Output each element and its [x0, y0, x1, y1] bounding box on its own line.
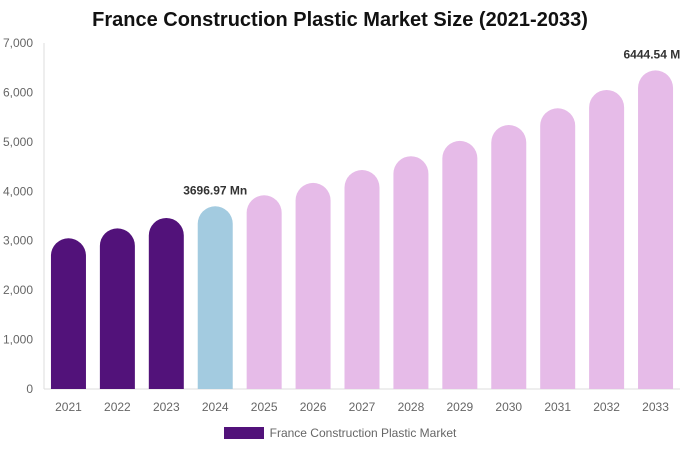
legend-swatch	[223, 427, 264, 439]
x-tick-label: 2027	[349, 400, 376, 414]
bar-2028	[393, 156, 429, 389]
x-tick-label: 2024	[202, 400, 229, 414]
y-tick-label: 2,000	[3, 283, 33, 297]
x-tick-label: 2021	[55, 400, 82, 414]
x-tick-label: 2025	[251, 400, 278, 414]
bar-2025	[246, 195, 282, 389]
bar-2033	[638, 70, 674, 389]
bar-2024	[197, 206, 233, 389]
x-tick-label: 2031	[544, 400, 571, 414]
x-tick-label: 2023	[153, 400, 180, 414]
x-tick-label: 2032	[593, 400, 620, 414]
bar-2023	[148, 217, 184, 389]
y-tick-label: 7,000	[3, 36, 33, 50]
y-tick-label: 0	[26, 382, 33, 396]
bar-2031	[540, 108, 576, 389]
bar-2027	[344, 170, 380, 389]
y-tick-label: 1,000	[3, 333, 33, 347]
legend-label: France Construction Plastic Market	[269, 426, 457, 440]
bar-2030	[491, 125, 527, 390]
bar-2029	[442, 140, 478, 389]
x-tick-label: 2022	[104, 400, 131, 414]
x-tick-label: 2033	[642, 400, 669, 414]
bar-2021	[50, 238, 86, 389]
y-tick-label: 5,000	[3, 135, 33, 149]
legend: France Construction Plastic Market	[0, 426, 680, 440]
x-tick-label: 2028	[398, 400, 425, 414]
y-tick-label: 4,000	[3, 184, 33, 198]
data-label-2024: 3696.97 Mn	[183, 183, 247, 197]
bar-2026	[295, 182, 331, 389]
bar-2022	[99, 228, 135, 389]
data-label-2033: 6444.54 Mn	[624, 47, 680, 61]
x-tick-label: 2026	[300, 400, 327, 414]
x-tick-label: 2029	[446, 400, 473, 414]
bar-2032	[589, 89, 625, 389]
y-tick-label: 3,000	[3, 234, 33, 248]
y-tick-label: 6,000	[3, 85, 33, 99]
x-tick-label: 2030	[495, 400, 522, 414]
chart-title: France Construction Plastic Market Size …	[92, 9, 588, 31]
